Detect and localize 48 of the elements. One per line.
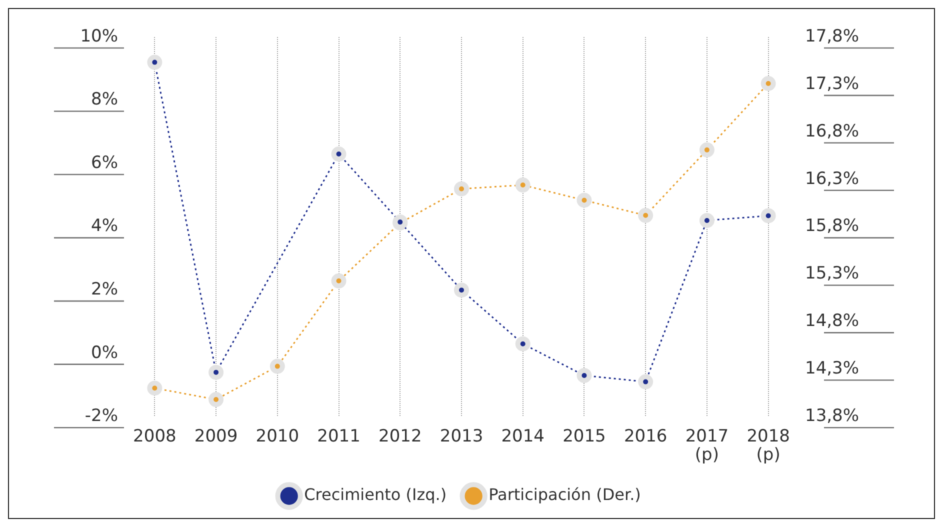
x-tick-label: 2009	[194, 426, 238, 446]
legend-label: Participación (Der.)	[488, 485, 641, 504]
point	[208, 364, 224, 380]
y2-tick-label: 16,8%	[805, 121, 860, 142]
point	[147, 380, 162, 396]
point	[638, 208, 654, 223]
point	[331, 146, 346, 162]
y-tick-label: -2%	[84, 406, 118, 426]
x-tick-label: 2016	[624, 426, 668, 446]
y2-tick-label: 15,3%	[805, 264, 860, 284]
point	[576, 368, 592, 383]
point	[760, 208, 776, 224]
x-tick-label: 2011	[317, 426, 360, 446]
point	[208, 392, 224, 408]
x-tick-label: 2012	[378, 426, 422, 446]
x-tick-label: 2017 (p)	[685, 426, 729, 466]
x-tick-label: 2008	[133, 426, 176, 446]
point	[638, 374, 654, 390]
point	[699, 142, 714, 158]
point	[147, 54, 162, 70]
x-tick-label: 2013	[440, 426, 484, 446]
y2-tick-label: 13,8%	[805, 406, 860, 426]
x-tick-label: 2010	[256, 426, 300, 446]
point	[331, 273, 346, 288]
point	[270, 358, 285, 374]
point	[515, 336, 530, 352]
x-tick-label: 2018 (p)	[746, 426, 790, 466]
point	[454, 282, 469, 298]
point	[699, 212, 714, 228]
point	[454, 181, 469, 196]
y2-tick-label: 16,3%	[805, 168, 860, 189]
y2-tick-label: 14,3%	[805, 358, 860, 379]
y-tick-label: 8%	[91, 90, 118, 110]
y2-tick-label: 15,8%	[805, 216, 860, 236]
point	[515, 178, 530, 193]
y2-tick-label: 14,8%	[805, 311, 860, 332]
y-tick-label: 4%	[91, 216, 118, 236]
y2-tick-label: 17,8%	[805, 26, 860, 46]
y-tick-label: 6%	[91, 152, 118, 173]
point	[760, 76, 776, 91]
point	[576, 192, 592, 208]
legend-label: Crecimiento (Izq.)	[304, 485, 447, 504]
x-tick-label: 2014	[501, 426, 544, 446]
x-tick-label: 2015	[562, 426, 606, 446]
y2-tick-label: 17,3%	[805, 74, 860, 94]
y-tick-label: 2%	[91, 279, 118, 300]
y-tick-label: 0%	[91, 342, 118, 363]
y-tick-label: 10%	[80, 26, 118, 46]
